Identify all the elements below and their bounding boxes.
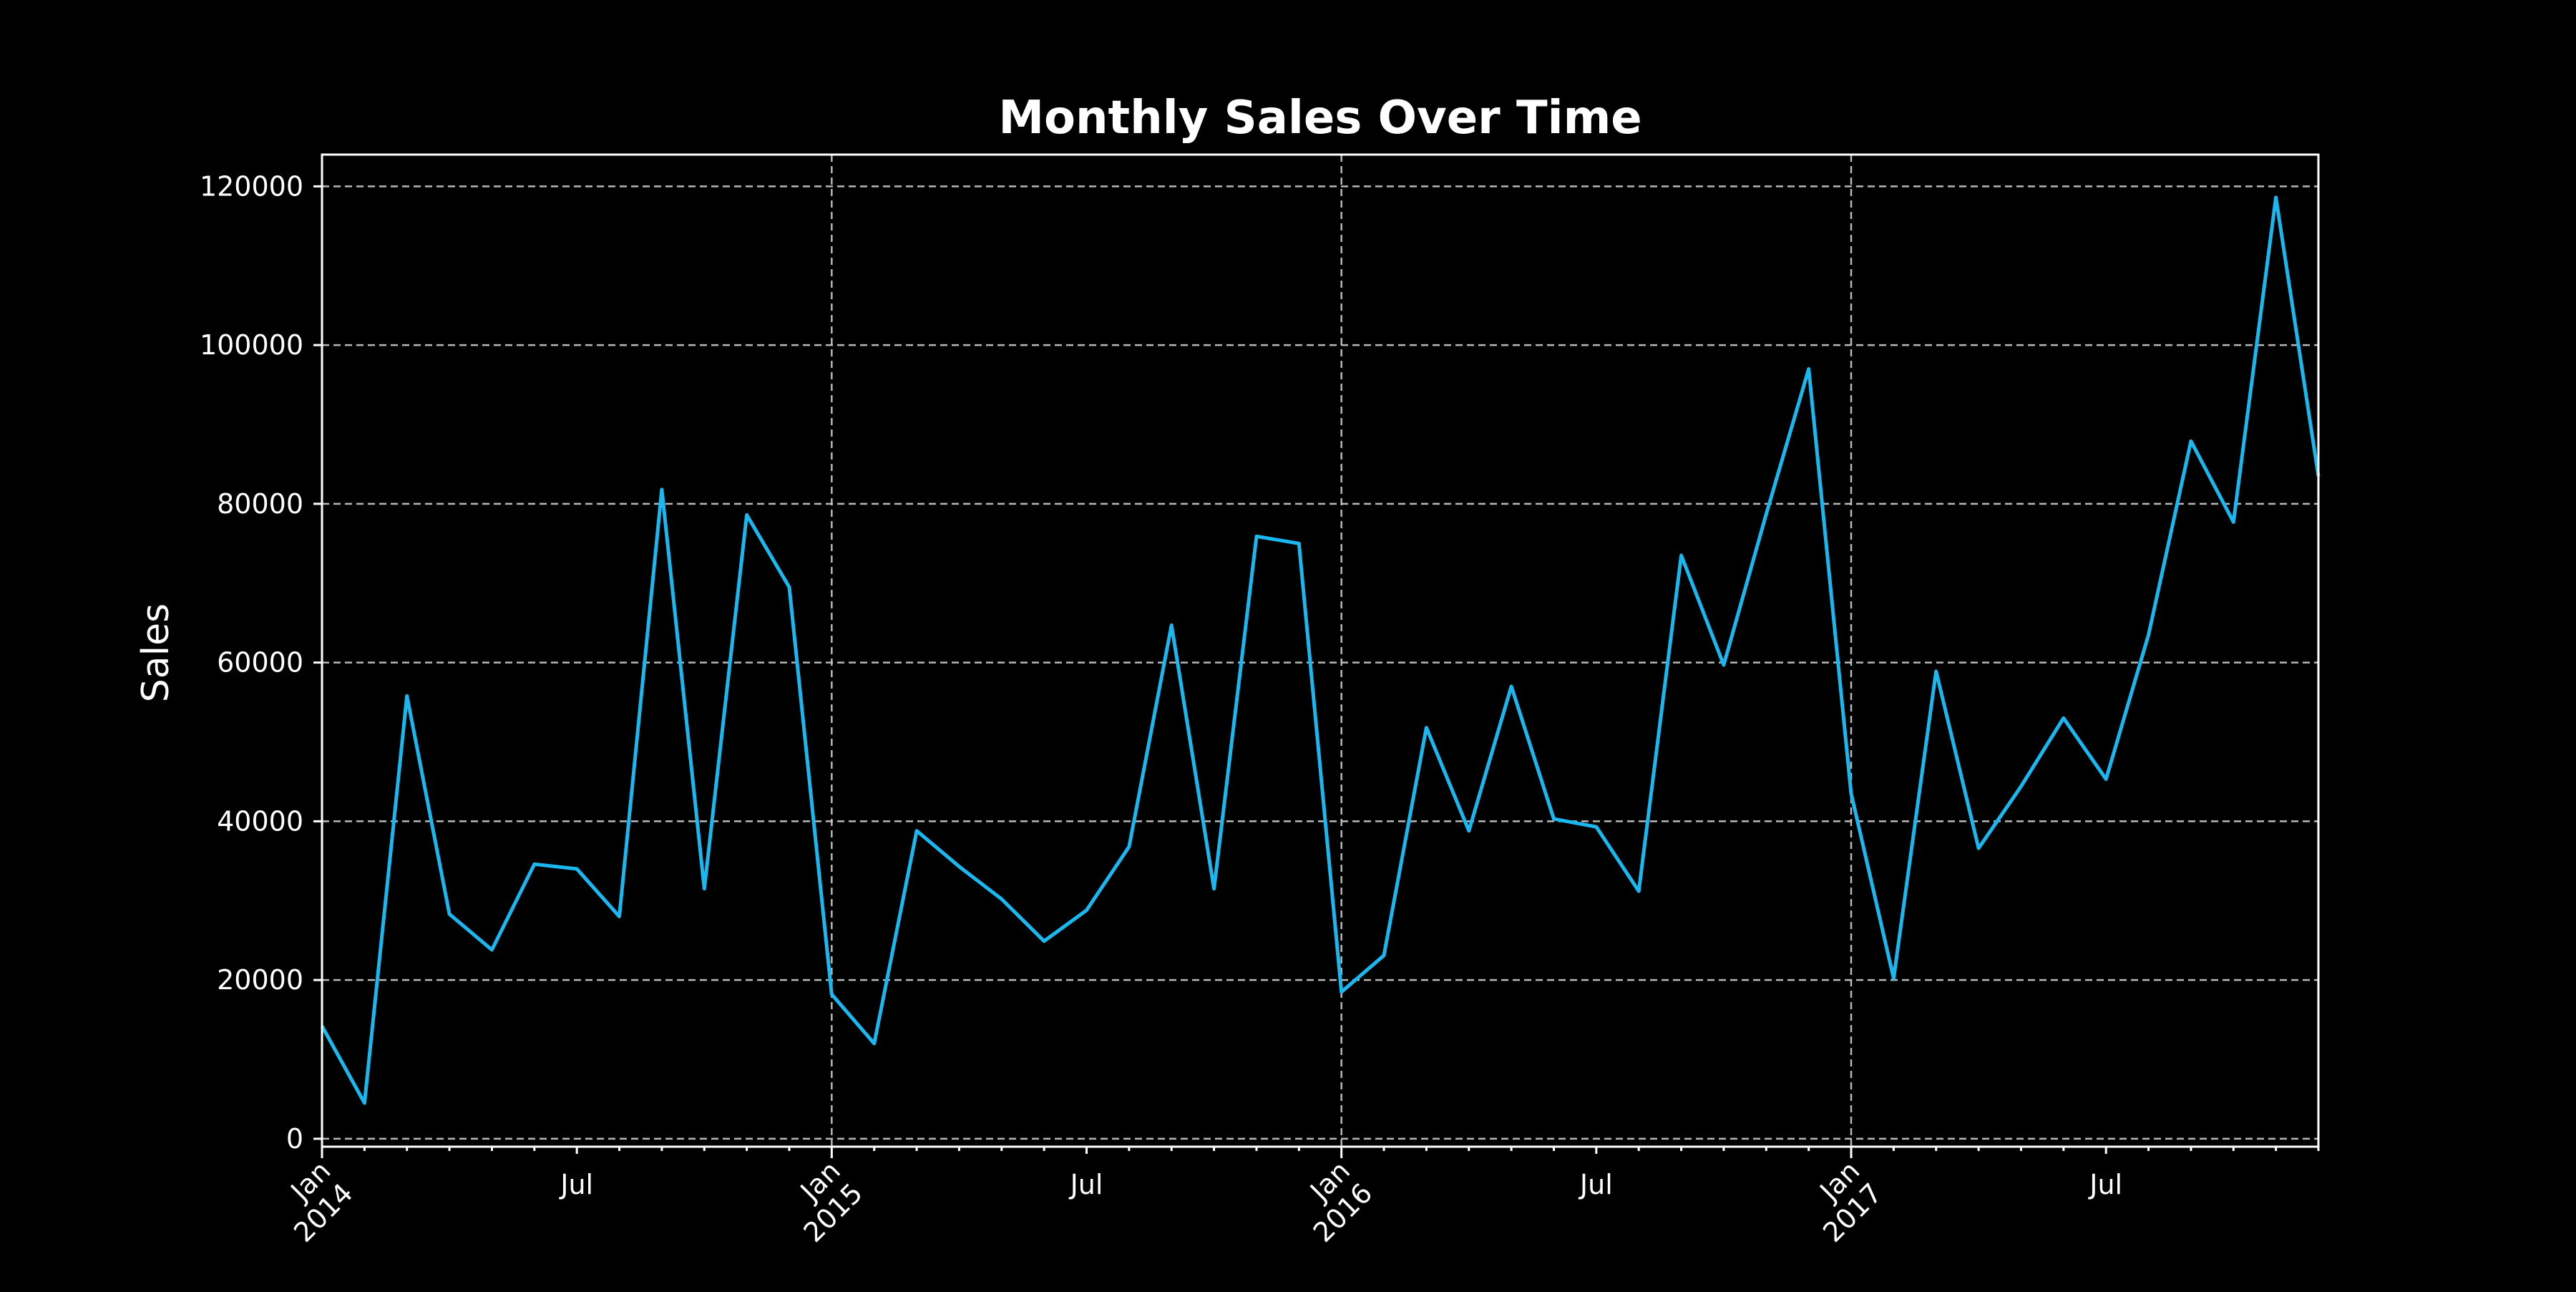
x-tick-label: Jul — [2088, 1169, 2122, 1200]
y-tick-label: 80000 — [217, 488, 303, 520]
axes-layer: 0 20000 40000 60000 80000 100000 120000 Jan2014… — [200, 155, 2318, 1248]
y-tick-label: 0 — [286, 1123, 303, 1155]
y-tick-label: 40000 — [217, 805, 303, 837]
sales-line — [322, 198, 2318, 1103]
x-tick-label: Jul — [1069, 1169, 1103, 1200]
y-tick-label: 100000 — [200, 329, 303, 361]
x-tick-label: Jul — [1579, 1169, 1613, 1200]
y-tick-label: 120000 — [200, 170, 303, 202]
grid-layer — [322, 155, 2318, 1147]
y-tick-label: 20000 — [217, 964, 303, 996]
series-layer — [322, 198, 2318, 1103]
chart-title: Monthly Sales Over Time — [998, 92, 1641, 145]
y-tick-label: 60000 — [217, 647, 303, 679]
x-tick-label: Jul — [559, 1169, 593, 1200]
y-axis-label: Sales — [135, 603, 177, 702]
plot-frame — [322, 155, 2318, 1147]
